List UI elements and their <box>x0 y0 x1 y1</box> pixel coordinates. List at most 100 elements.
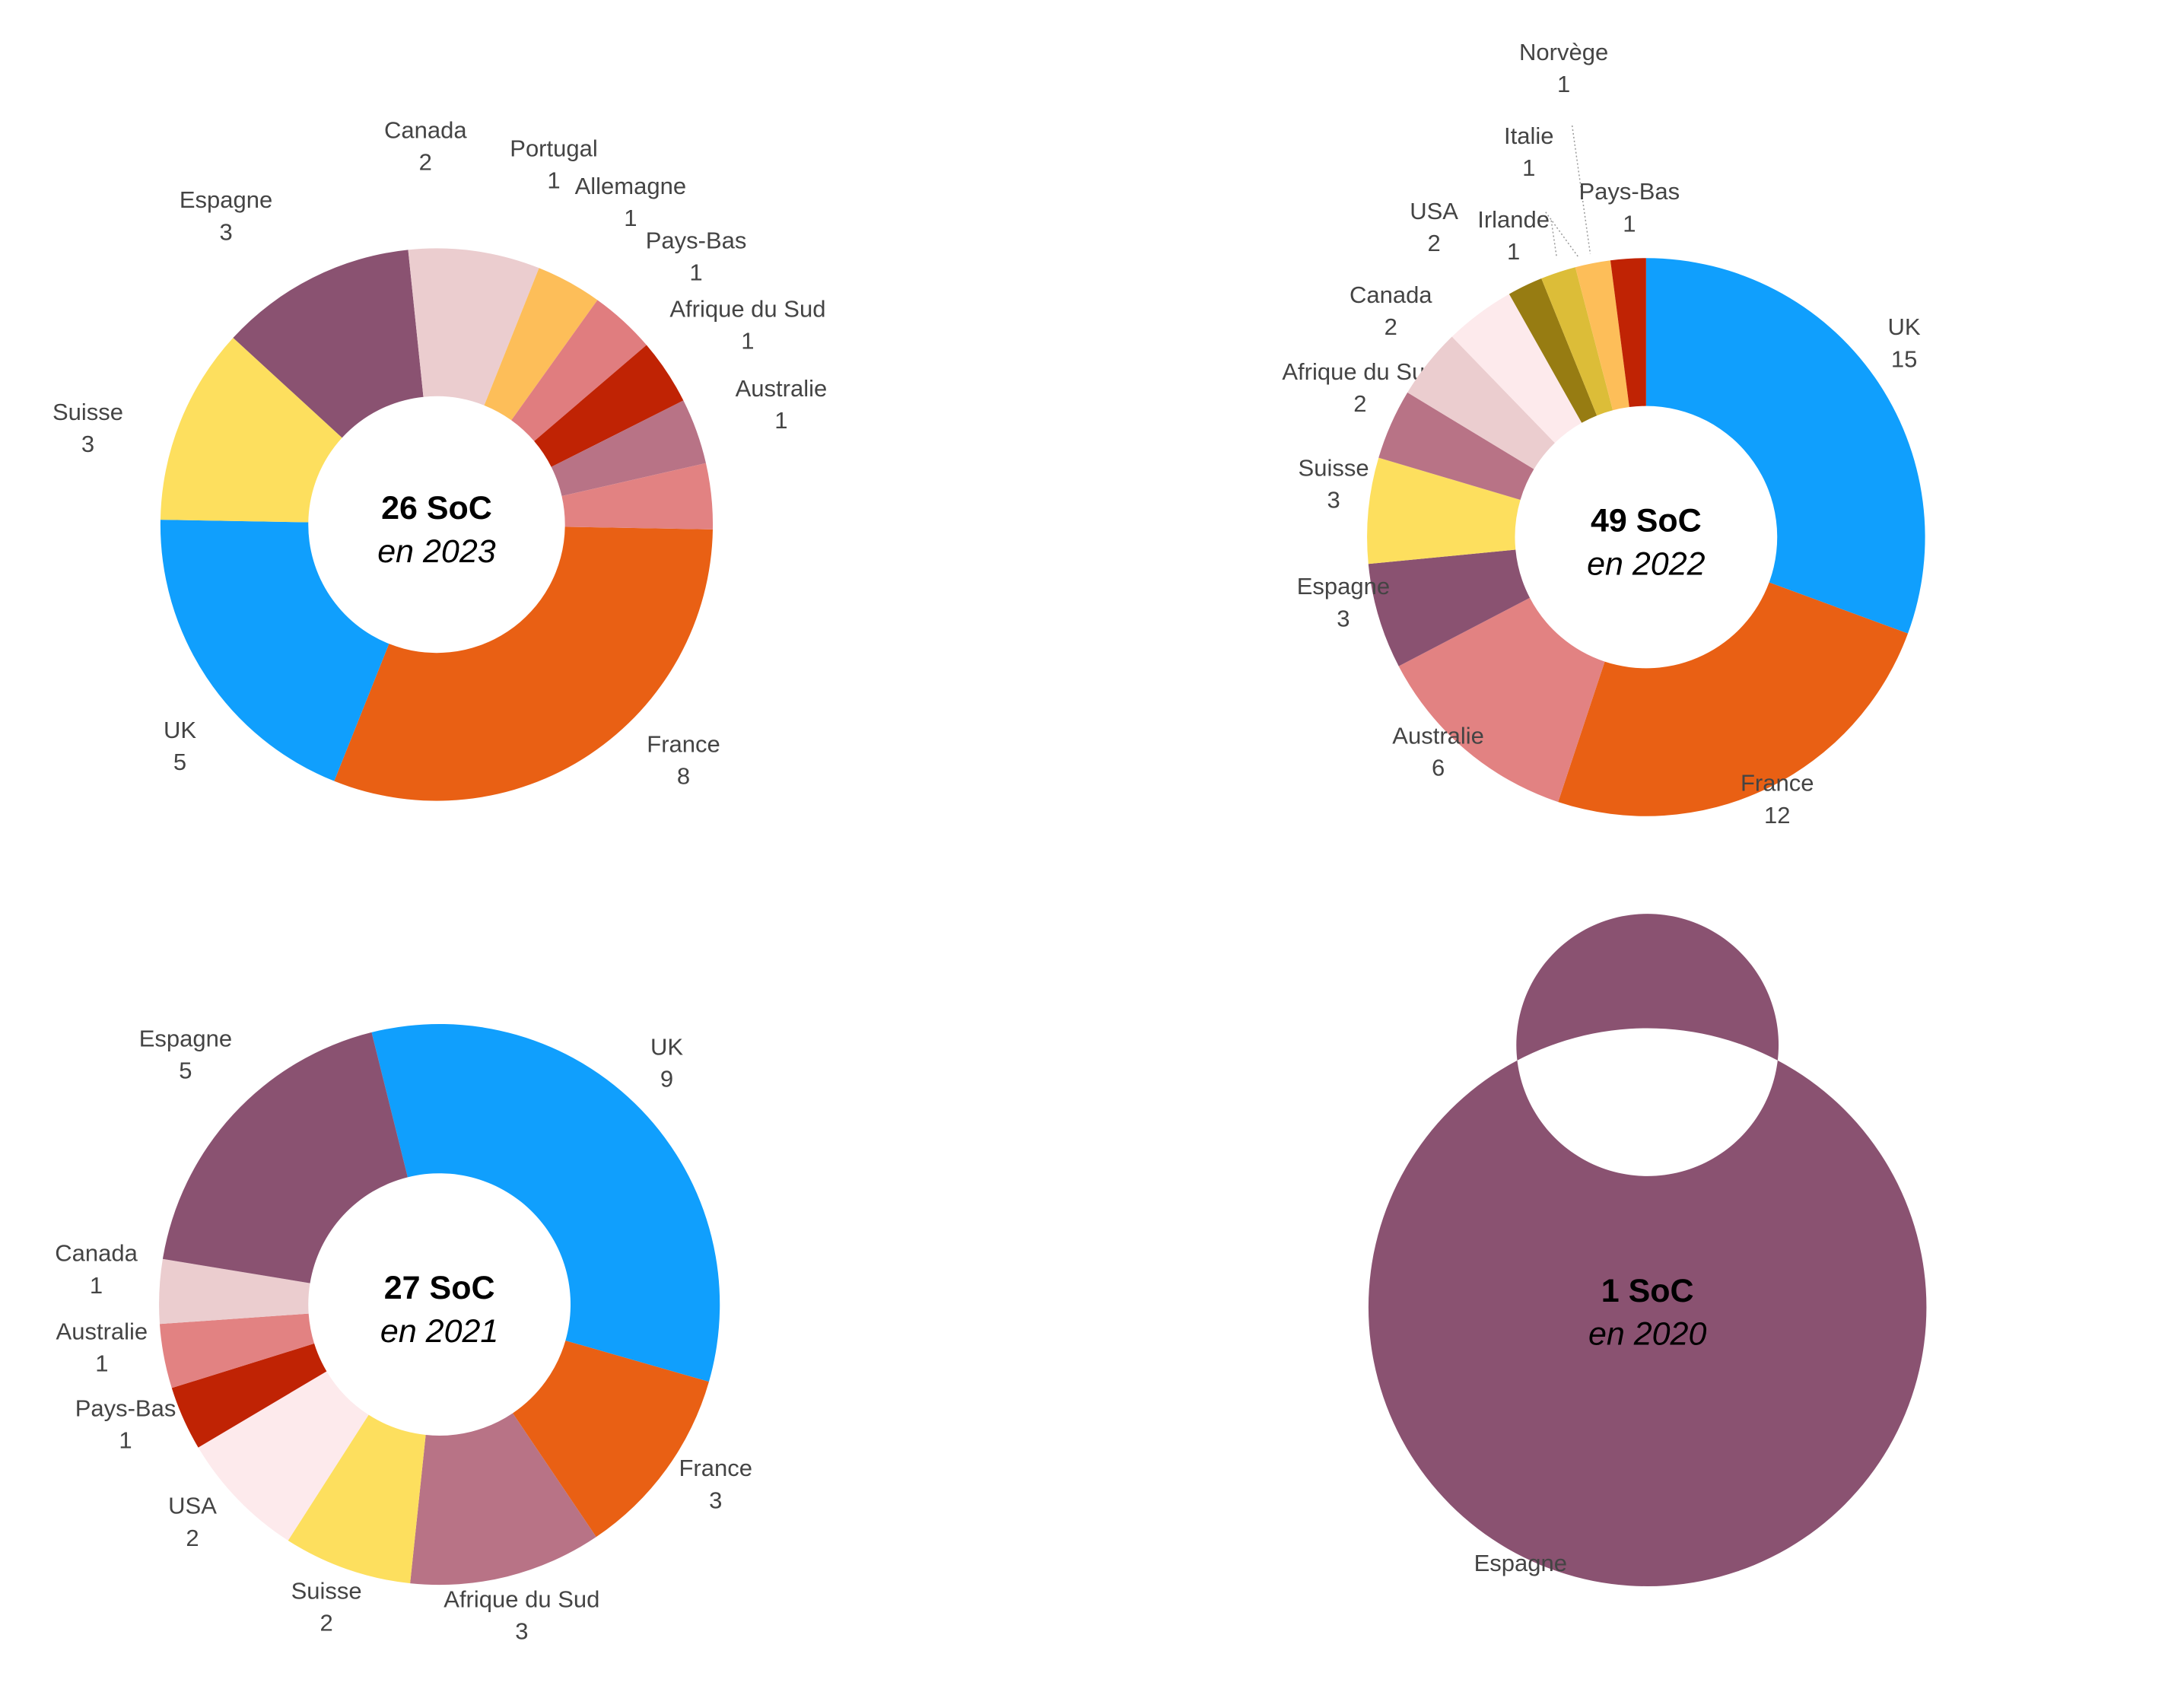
slice-value-uk: 9 <box>660 1066 673 1093</box>
slice-value-france: 12 <box>1764 802 1790 829</box>
slice-label-uk: UK <box>164 717 196 743</box>
slice-pays-bas <box>534 345 684 467</box>
center-title: 26 SoC <box>381 490 492 526</box>
center-subtitle: en 2023 <box>377 533 496 570</box>
slice-label-afrique-du-sud: Afrique du Sud <box>669 295 825 322</box>
slice-value-afrique-du-sud: 2 <box>1353 390 1366 417</box>
leader-line-italie <box>1545 212 1580 259</box>
slice-value-suisse: 3 <box>1327 486 1340 513</box>
slice-label-irlande: Irlande <box>1477 206 1550 233</box>
slice-france <box>1558 582 1909 816</box>
slice-value-pays-bas: 1 <box>1623 210 1636 237</box>
slice-label-australie: Australie <box>56 1318 148 1344</box>
slice-usa <box>1451 294 1582 444</box>
slice-espagne <box>233 250 424 438</box>
leader-line-irlande <box>1550 220 1558 259</box>
slice-label-france: France <box>1741 770 1814 797</box>
slice-canada <box>1407 336 1555 469</box>
slice-value-espagne: 5 <box>179 1057 192 1083</box>
slice-value-usa: 2 <box>1427 230 1440 256</box>
slice-pays-bas <box>171 1343 327 1448</box>
slice-canada <box>408 248 539 406</box>
slice-portugal <box>484 268 598 421</box>
center-title: 49 SoC <box>1591 503 1702 539</box>
slice-label-suisse: Suisse <box>1299 454 1369 481</box>
slice-value-uk: 5 <box>173 749 186 775</box>
slice-label-portugal: Portugal <box>510 135 597 161</box>
slice-espagne <box>1368 914 1927 1586</box>
slice-label-allemagne: Allemagne <box>575 173 686 199</box>
center-subtitle: en 2022 <box>1587 546 1706 583</box>
slice-italie <box>1541 267 1613 416</box>
donut-chart-2: UK15France12Australie6Espagne3Suisse3Afr… <box>1282 39 1925 829</box>
slice-label-espagne: Espagne <box>1297 573 1390 600</box>
slice-label-france: France <box>647 730 720 757</box>
slice-label-usa: USA <box>168 1493 217 1519</box>
slice-label-espagne: Espagne <box>139 1025 232 1051</box>
center-subtitle: en 2020 <box>1588 1316 1707 1353</box>
donut-chart-1: France 8 UK 5 Suisse 3 Espagne 3 Canada 2 Portugal… <box>52 117 827 801</box>
slice-value-norvege: 1 <box>1557 71 1570 97</box>
slice-label-suisse: Suisse <box>291 1577 362 1604</box>
center-title: 1 SoC <box>1601 1273 1694 1309</box>
slice-value-suisse: 2 <box>320 1610 332 1636</box>
slice-australie <box>159 1313 315 1388</box>
slice-canada <box>159 1258 310 1325</box>
slice-uk <box>371 1023 720 1382</box>
slice-france <box>334 526 713 801</box>
slice-australie <box>561 463 714 530</box>
slice-france <box>513 1341 709 1538</box>
slice-suisse <box>160 338 342 523</box>
slice-norvege <box>1575 260 1629 411</box>
slice-value-france: 8 <box>677 763 690 790</box>
slice-value-usa: 2 <box>186 1525 199 1551</box>
slice-label-espagne: Espagne <box>1474 1550 1567 1576</box>
slice-allemagne <box>511 300 647 441</box>
donut-chart-4: Espagne 1 SoC en 2020 <box>1368 914 1927 1586</box>
slice-label-uk: UK <box>1888 313 1921 340</box>
slice-suisse <box>288 1414 426 1584</box>
slice-value-pays-bas: 1 <box>119 1427 132 1453</box>
slice-label-canada: Canada <box>384 117 467 144</box>
donut-chart-3: UK 9 France 3 Afrique du Sud 3 Suisse 2 USA 2 Pays… <box>55 1023 752 1645</box>
slice-value-espagne: 3 <box>1337 605 1350 631</box>
slice-label-canada: Canada <box>1350 281 1432 308</box>
slice-label-uk: UK <box>650 1033 683 1060</box>
slice-value-afrique-du-sud: 3 <box>515 1618 528 1645</box>
center-subtitle: en 2021 <box>380 1313 498 1350</box>
slice-value-australie: 1 <box>774 407 787 434</box>
slice-label-pays-bas: Pays-Bas <box>646 227 747 253</box>
slice-value-canada: 2 <box>1385 313 1397 340</box>
slice-value-espagne: 3 <box>219 218 232 245</box>
slice-afrique-du-sud <box>1378 392 1534 500</box>
slice-label-pays-bas: Pays-Bas <box>75 1395 176 1421</box>
slice-label-france: France <box>679 1455 752 1481</box>
slice-value-canada: 2 <box>419 149 432 176</box>
slice-label-espagne: Espagne <box>180 186 272 213</box>
slice-label-italie: Italie <box>1504 122 1553 149</box>
slice-label-afrique-du-sud: Afrique du Sud <box>443 1586 599 1612</box>
slice-value-suisse: 3 <box>81 431 94 457</box>
slice-value-italie: 1 <box>1522 154 1535 181</box>
slice-espagne <box>1368 549 1531 666</box>
slice-espagne <box>162 1032 408 1283</box>
leader-line-norvege <box>1571 125 1591 254</box>
slice-pays-bas <box>1610 258 1646 408</box>
slice-afrique-du-sud <box>551 400 706 496</box>
slice-value-uk: 15 <box>1891 345 1917 372</box>
slice-label-australie: Australie <box>1392 722 1484 749</box>
slice-suisse <box>1367 457 1521 565</box>
slice-afrique-du-sud <box>410 1413 596 1586</box>
slice-label-pays-bas: Pays-Bas <box>1578 178 1680 205</box>
slice-irlande <box>1509 278 1598 423</box>
slice-label-afrique-du-sud: Afrique du Sud <box>1282 358 1438 385</box>
slice-label-suisse: Suisse <box>52 399 123 425</box>
slice-value-france: 3 <box>709 1487 722 1513</box>
slice-value-australie: 6 <box>1432 755 1445 781</box>
slice-value-portugal: 1 <box>547 167 560 194</box>
slice-value-canada: 1 <box>90 1272 103 1299</box>
slice-uk <box>160 520 389 781</box>
slice-value-pays-bas: 1 <box>689 259 702 286</box>
slice-uk <box>1645 258 1925 634</box>
